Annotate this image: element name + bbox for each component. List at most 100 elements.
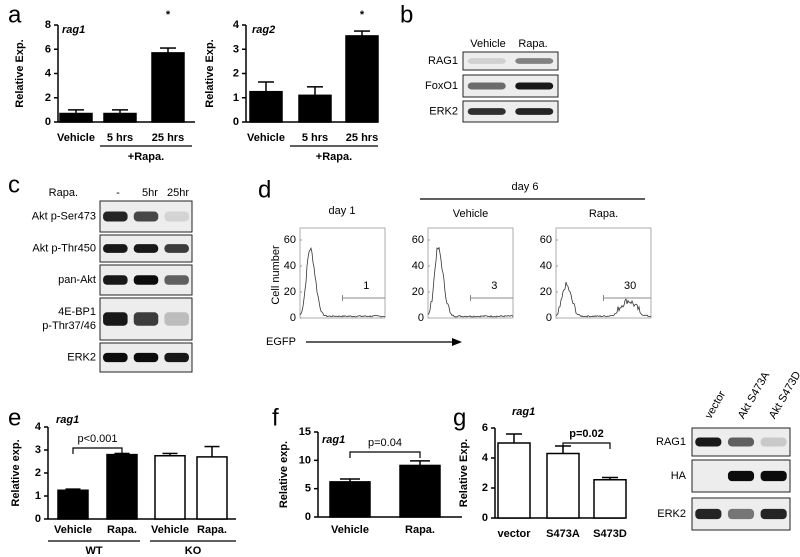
panel-title: day 1 [329, 205, 356, 217]
histogram [555, 281, 652, 318]
panel-title: Vehicle [453, 208, 488, 220]
lane-label: Akt S473D [767, 369, 800, 421]
significance-bracket [72, 447, 123, 454]
chart-title: rag2 [252, 24, 275, 36]
x-tick-label: Vehicle [54, 524, 92, 536]
blot-band [760, 470, 787, 482]
blot-band [164, 352, 189, 363]
bar [497, 442, 531, 519]
y-tick-label: 60 [540, 234, 552, 246]
blot-band [103, 352, 128, 363]
y-tick-label: 6 [482, 422, 488, 434]
blot-band [133, 275, 159, 285]
y-axis-label: Relative exp. [278, 441, 290, 508]
group-label: day 6 [512, 181, 539, 193]
group-label: +Rapa. [128, 151, 164, 163]
y-tick-label: 0 [35, 513, 41, 525]
x-tick-label: Vehicle [151, 524, 189, 536]
lane-label: 25hr [167, 187, 189, 199]
panel-label: a [8, 2, 22, 29]
y-tick-label: 4 [35, 421, 42, 433]
chart-title: rag1 [56, 414, 79, 426]
x-tick-label: Vehicle [247, 132, 285, 144]
bar [298, 94, 332, 123]
y-tick-label: 60 [284, 234, 296, 246]
bar [196, 456, 228, 520]
arrow-head [452, 338, 462, 346]
x-tick-label: Rapa. [197, 524, 227, 536]
row-label: pan-Akt [58, 274, 96, 286]
row-label: RAG1 [656, 436, 686, 448]
significance-bracket [562, 442, 611, 449]
y-tick-label: 2 [45, 92, 51, 104]
significance-bracket [349, 451, 421, 458]
panel-label: c [8, 172, 20, 199]
plot-frame [555, 227, 652, 319]
blot-band [133, 244, 159, 253]
y-tick-label: 40 [540, 260, 552, 272]
blot-band [467, 108, 506, 115]
x-tick-label: 5 hrs [302, 132, 328, 144]
chart-title: rag1 [512, 406, 535, 418]
chart-title: rag1 [62, 24, 85, 36]
y-tick-label: 0 [418, 312, 424, 324]
blot-band [164, 211, 189, 222]
blot-band [467, 58, 506, 64]
y-tick-label: 2 [482, 482, 488, 494]
y-tick-label: 40 [284, 260, 296, 272]
x-tick-label: Vehicle [57, 132, 95, 144]
y-tick-label: 8 [45, 19, 51, 31]
blot-band [103, 275, 128, 285]
y-tick-label: 4 [482, 452, 489, 464]
blot-strip [462, 100, 559, 123]
y-tick-label: 5 [305, 483, 311, 495]
row-label: FoxO1 [425, 80, 458, 92]
y-tick-label: 1 [35, 490, 41, 502]
x-tick-label: 25 hrs [152, 132, 184, 144]
bar [249, 90, 283, 123]
row-label: RAG1 [428, 55, 458, 67]
bar [399, 464, 441, 518]
blot-band [164, 244, 189, 253]
row-label: Akt p-Ser473 [32, 211, 96, 223]
bar [546, 452, 580, 519]
gate-value: 1 [363, 280, 369, 292]
annotation: * [166, 9, 171, 21]
x-tick-label: S473D [593, 528, 627, 540]
y-tick-label: 20 [412, 286, 424, 298]
x-tick-label: 25 hrs [346, 132, 378, 144]
blot-band [467, 82, 506, 90]
blot-band [515, 108, 554, 115]
y-tick-label: 10 [299, 454, 311, 466]
blot-band [164, 275, 189, 285]
row-label: 4E-BP1 [58, 306, 96, 318]
y-tick-label: 40 [412, 260, 424, 272]
y-axis-label: Relative Exp. [204, 39, 216, 107]
y-tick-label: 0 [45, 116, 51, 128]
annotation: p=0.02 [569, 428, 604, 440]
blot-band [695, 437, 722, 447]
row-label: ERK2 [67, 352, 96, 364]
panel-label: e [8, 405, 21, 432]
bar [103, 112, 137, 123]
y-tick-label: 0 [482, 512, 488, 524]
x-tick-label: Vehicle [331, 524, 369, 536]
row-label: ERK2 [657, 508, 686, 520]
blot-band [164, 312, 189, 326]
lane-label: Rapa. [518, 38, 547, 50]
blot-band [103, 312, 128, 326]
y-tick-label: 3 [233, 43, 239, 55]
y-tick-label: 1 [233, 92, 239, 104]
blot-band [103, 244, 128, 253]
panel-label: d [258, 177, 271, 204]
y-tick-label: 0 [546, 312, 552, 324]
panel-label: g [453, 405, 466, 432]
y-tick-label: 0 [305, 511, 311, 523]
blot-band [133, 352, 159, 363]
panel-title: Rapa. [589, 208, 618, 220]
gate [342, 295, 385, 301]
bar [154, 455, 186, 520]
bar [345, 35, 379, 123]
bar [151, 52, 185, 123]
group-label: KO [185, 545, 202, 557]
